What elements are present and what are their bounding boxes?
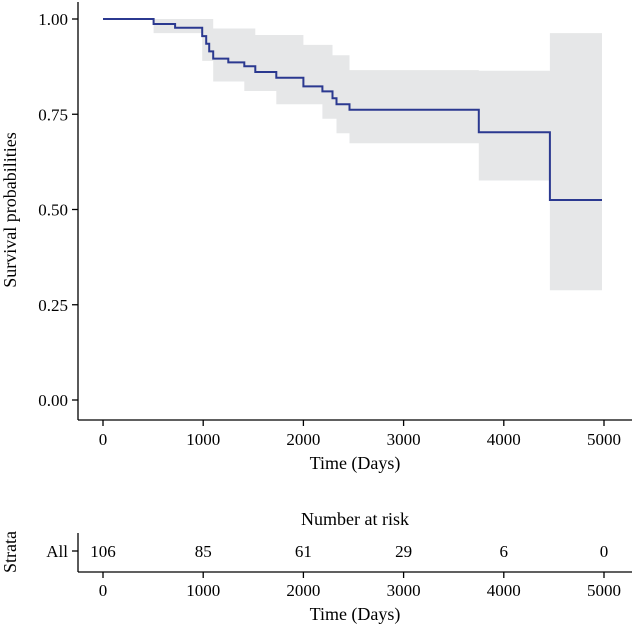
risk-x-axis-ticks: 0 1000 2000 3000 4000 5000 [99,572,621,600]
risk-values: 106 85 61 29 6 0 [90,542,608,561]
x-axis-ticks: 0 1000 2000 3000 4000 5000 [99,420,621,449]
risk-x-tick-label: 0 [99,581,108,600]
risk-value: 6 [500,542,509,561]
risk-strata-name: All [46,542,68,561]
risk-table-title: Number at risk [301,509,409,529]
y-tick-label: 0.00 [38,391,68,410]
risk-x-tick-label: 3000 [387,581,421,600]
y-axis-title: Survival probabilities [0,132,20,287]
x-tick-label: 2000 [286,430,320,449]
x-axis-title: Time (Days) [310,453,401,474]
x-tick-label: 1000 [186,430,220,449]
risk-value: 85 [195,542,212,561]
x-tick-label: 4000 [487,430,521,449]
risk-x-axis-title: Time (Days) [310,604,401,625]
risk-x-tick-label: 4000 [487,581,521,600]
y-tick-label: 0.25 [38,296,68,315]
y-tick-label: 1.00 [38,10,68,29]
risk-x-tick-label: 2000 [286,581,320,600]
risk-value: 106 [90,542,116,561]
survival-plot: 0.00 0.25 0.50 0.75 1.00 0 1000 2000 3000 4000 50… [0,2,632,474]
confidence-band [103,19,602,291]
y-axis-ticks: 0.00 0.25 0.50 0.75 1.00 [38,10,78,410]
plot-axes [77,2,632,421]
risk-value: 0 [600,542,609,561]
survival-curve-line [103,18,602,201]
x-tick-label: 3000 [387,430,421,449]
risk-x-tick-label: 5000 [587,581,621,600]
x-tick-label: 5000 [587,430,621,449]
y-tick-label: 0.50 [38,201,68,220]
y-tick-label: 0.75 [38,105,68,124]
risk-table-strata-label: Strata [0,531,20,573]
risk-value: 29 [395,542,412,561]
risk-value: 61 [295,542,312,561]
risk-x-tick-label: 1000 [186,581,220,600]
x-tick-label: 0 [99,430,108,449]
